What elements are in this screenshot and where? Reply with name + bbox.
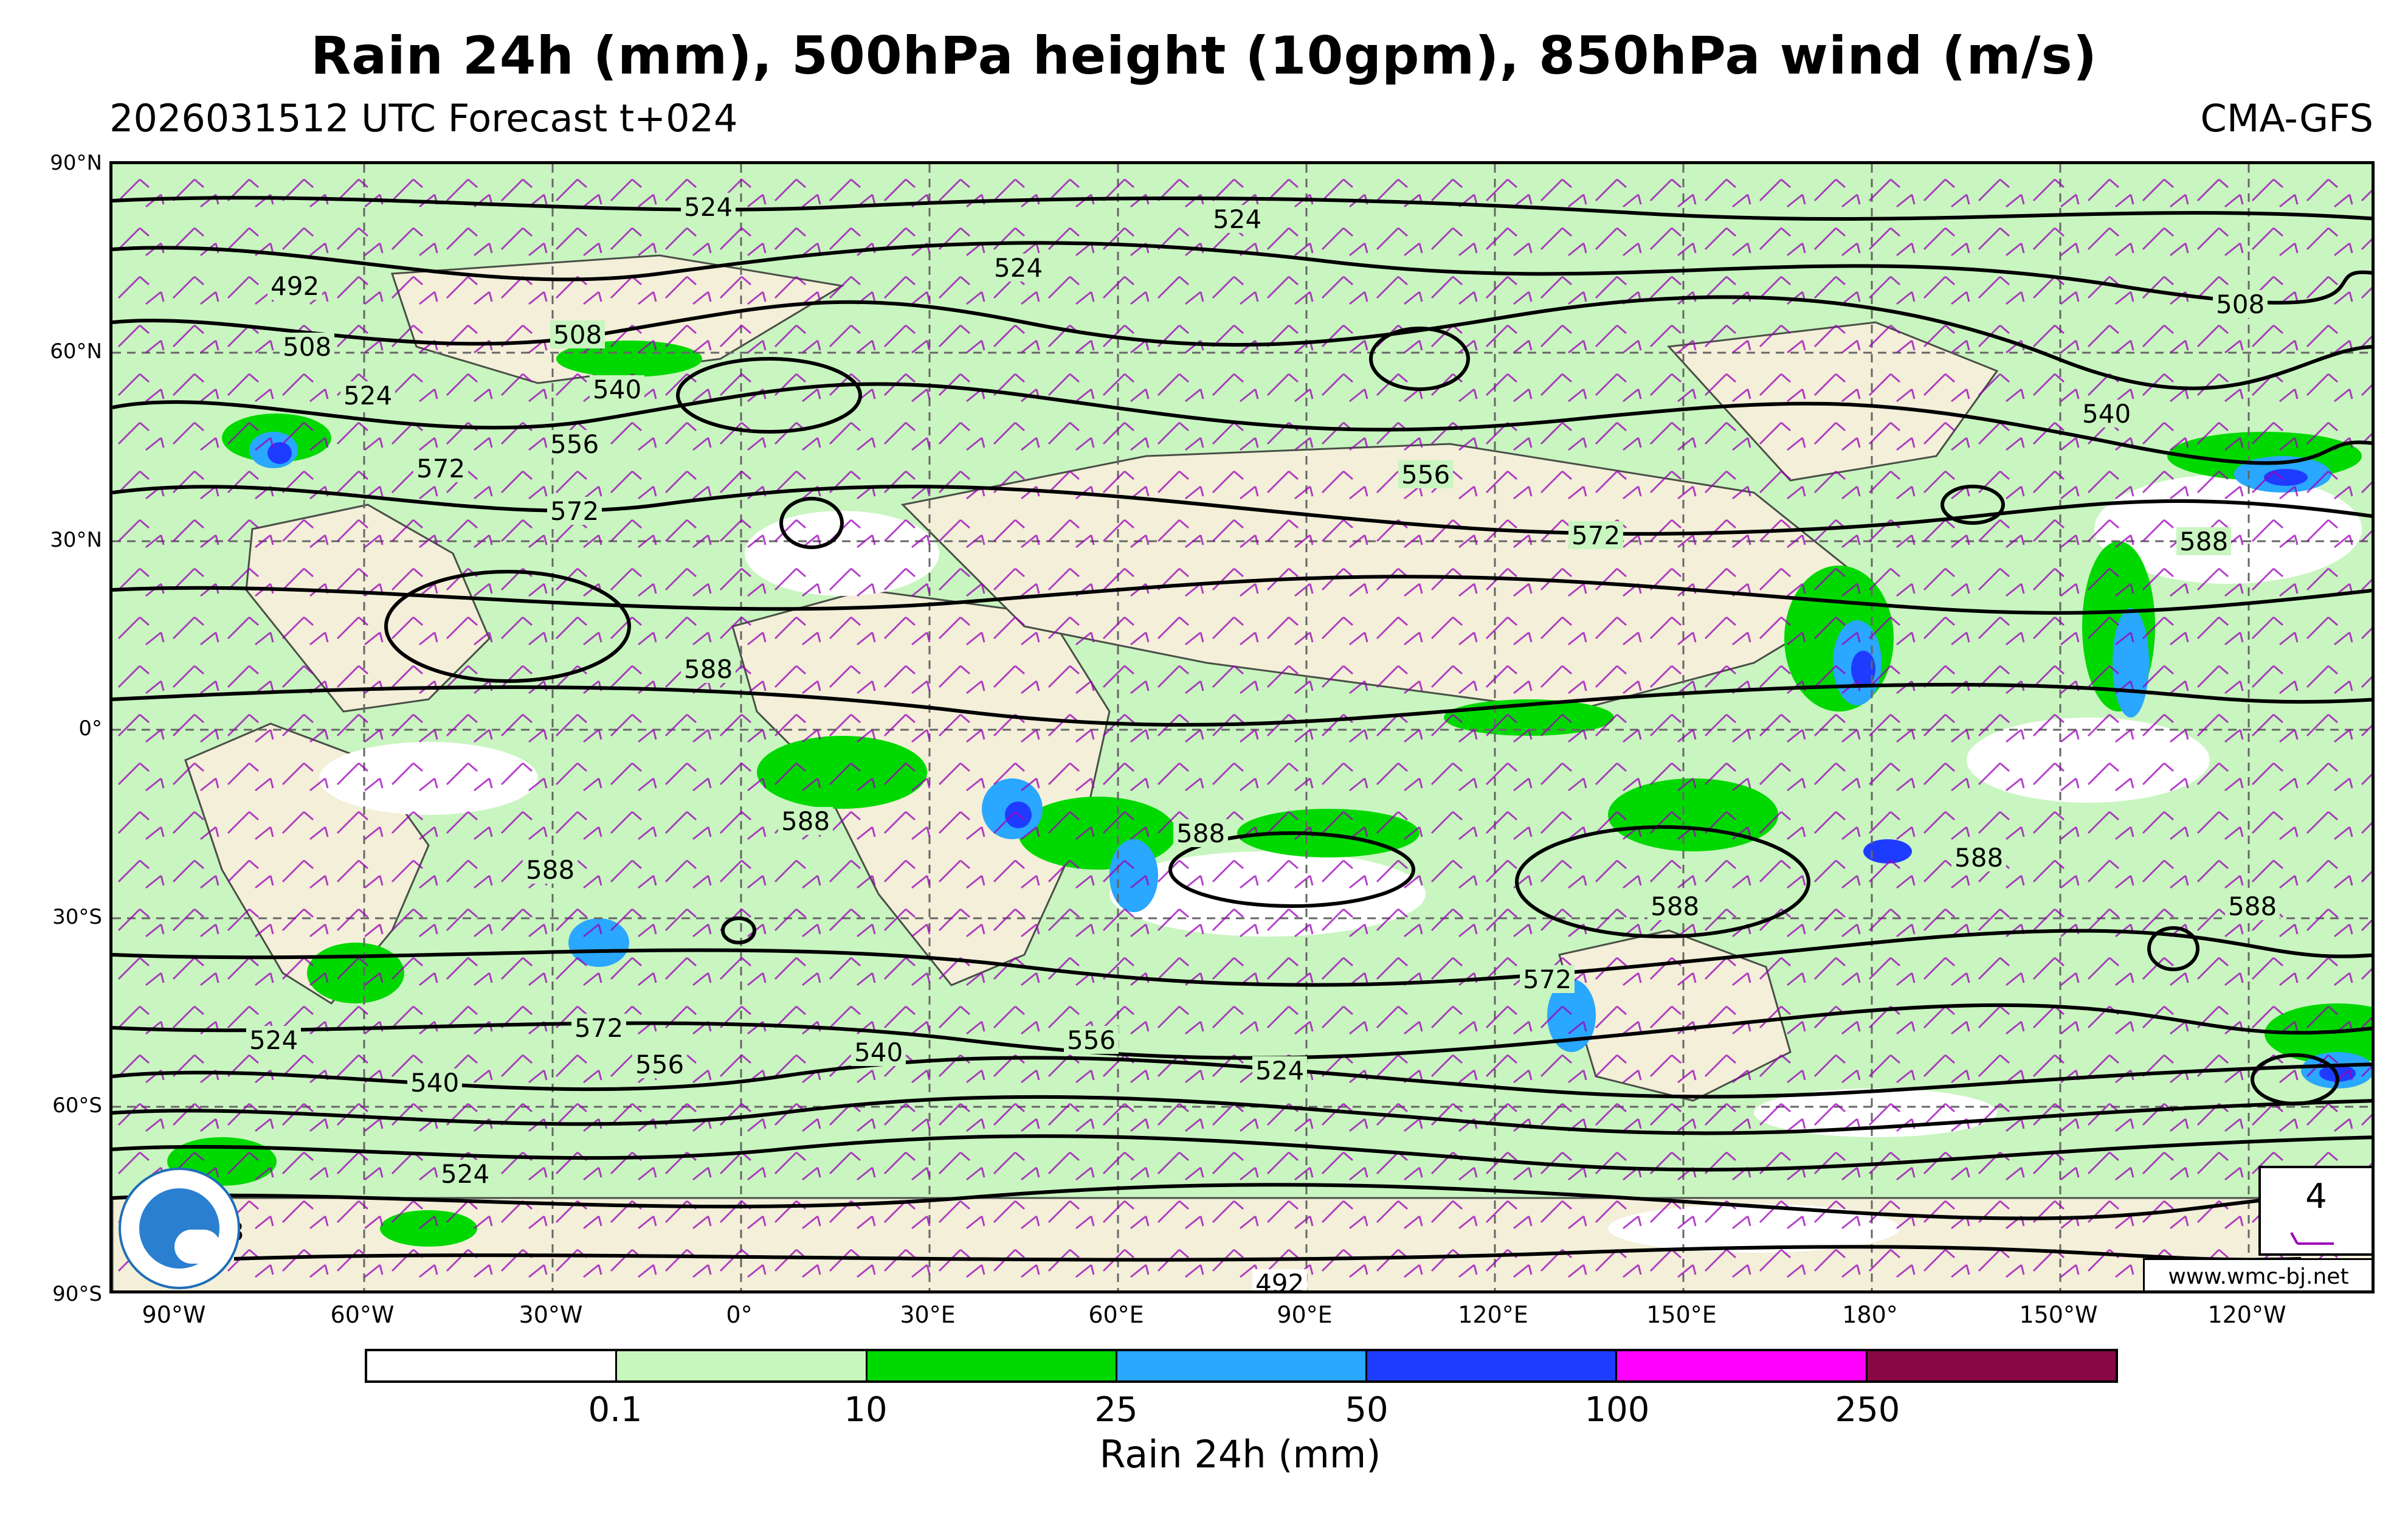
contour-label: 556 xyxy=(1067,1025,1116,1055)
contour-label: 572 xyxy=(416,454,465,483)
lat-label-90n: 90°N xyxy=(50,151,102,175)
lat-label-60s: 60°S xyxy=(52,1093,102,1118)
colorbar-swatch xyxy=(867,1351,1117,1380)
contour-label: 524 xyxy=(684,192,733,222)
colorbar-tick: 10 xyxy=(844,1390,888,1430)
contour-label: 588 xyxy=(1651,892,1699,921)
contour-label: 524 xyxy=(1255,1056,1304,1085)
contour-label: 588 xyxy=(2179,527,2228,556)
contour-label: 540 xyxy=(410,1068,459,1098)
colorbar-tick: 0.1 xyxy=(588,1390,643,1430)
contour-label: 588 xyxy=(1176,819,1225,848)
contour-label: 524 xyxy=(1213,204,1261,234)
contour-labels: 524 524 524 492 508 508 524 540 556 572 … xyxy=(228,192,2280,1293)
contour-label: 588 xyxy=(526,855,574,885)
contour-label: 540 xyxy=(2082,399,2131,429)
lon-label: 150°E xyxy=(1646,1301,1717,1328)
colorbar-tick: 25 xyxy=(1094,1390,1138,1430)
colorbar-tick: 100 xyxy=(1584,1390,1650,1430)
colorbar-label: Rain 24h (mm) xyxy=(1099,1432,1381,1477)
cma-logo-icon xyxy=(119,1168,240,1289)
contour-label: 540 xyxy=(593,375,641,404)
website-url: www.wmc-bj.net xyxy=(2143,1258,2372,1290)
colorbar-swatch xyxy=(367,1351,618,1380)
contour-label: 524 xyxy=(994,253,1043,283)
wind-barb-icon xyxy=(2290,1232,2334,1245)
map-svg: 524 524 524 492 508 508 524 540 556 572 … xyxy=(112,164,2372,1293)
lon-label: 90°W xyxy=(142,1301,206,1328)
model-name: CMA-GFS xyxy=(2200,96,2373,140)
contour-label: 572 xyxy=(550,496,599,526)
colorbar-swatch xyxy=(1117,1351,1368,1380)
map-panel: 524 524 524 492 508 508 524 540 556 572 … xyxy=(109,161,2375,1293)
lon-label: 120°E xyxy=(1458,1301,1528,1328)
contour-label: 508 xyxy=(553,320,602,350)
contour-label: 556 xyxy=(1401,460,1450,490)
contour-label: 524 xyxy=(441,1159,489,1189)
contour-label: 524 xyxy=(343,381,392,410)
contour-label: 492 xyxy=(1255,1269,1304,1293)
contour-label: 572 xyxy=(1523,964,1571,994)
lon-label: 90°E xyxy=(1277,1301,1333,1328)
contour-label: 492 xyxy=(271,271,319,301)
contour-label: 588 xyxy=(781,806,830,836)
colorbar-swatch xyxy=(617,1351,868,1380)
contour-label: 540 xyxy=(854,1037,903,1067)
contour-label: 556 xyxy=(550,429,599,459)
lat-label-30s: 30°S xyxy=(52,905,102,929)
wind-barbs xyxy=(112,164,2372,1290)
contour-label: 588 xyxy=(1954,843,2003,873)
lon-label: 30°W xyxy=(519,1301,583,1328)
forecast-time: 2026031512 UTC Forecast t+024 xyxy=(109,96,738,140)
colorbar-swatch xyxy=(1367,1351,1618,1380)
lon-label: 60°W xyxy=(330,1301,395,1328)
lon-label: 30°E xyxy=(900,1301,956,1328)
wind-legend: 4 xyxy=(2258,1166,2372,1256)
chart-title: Rain 24h (mm), 500hPa height (10gpm), 85… xyxy=(310,26,2098,86)
colorbar-swatch xyxy=(1867,1351,2116,1380)
height-contours xyxy=(112,196,2372,1262)
wind-legend-value: 4 xyxy=(2305,1177,2327,1216)
lat-label-30n: 30°N xyxy=(50,528,102,552)
colorbar-tick: 50 xyxy=(1345,1390,1389,1430)
lat-label-90s: 90°S xyxy=(52,1282,102,1306)
contour-label: 572 xyxy=(574,1013,623,1043)
lon-label: 180° xyxy=(1842,1301,1898,1328)
rain-colorbar xyxy=(365,1349,2118,1383)
lon-label: 150°W xyxy=(2019,1301,2098,1328)
contour-label: 588 xyxy=(2228,892,2277,921)
contour-label: 508 xyxy=(2216,289,2265,319)
contour-label: 588 xyxy=(684,654,733,684)
contour-label: 524 xyxy=(249,1025,298,1055)
lat-label-60n: 60°N xyxy=(50,339,102,364)
lat-label-eq: 0° xyxy=(78,716,102,741)
contour-label: 508 xyxy=(283,332,331,362)
colorbar-tick: 250 xyxy=(1835,1390,1900,1430)
lon-label: 0° xyxy=(726,1301,753,1328)
contour-label: 556 xyxy=(635,1050,684,1079)
lon-label: 120°W xyxy=(2207,1301,2286,1328)
contour-label: 572 xyxy=(1571,521,1620,550)
lon-label: 60°E xyxy=(1088,1301,1144,1328)
colorbar-swatch xyxy=(1617,1351,1868,1380)
